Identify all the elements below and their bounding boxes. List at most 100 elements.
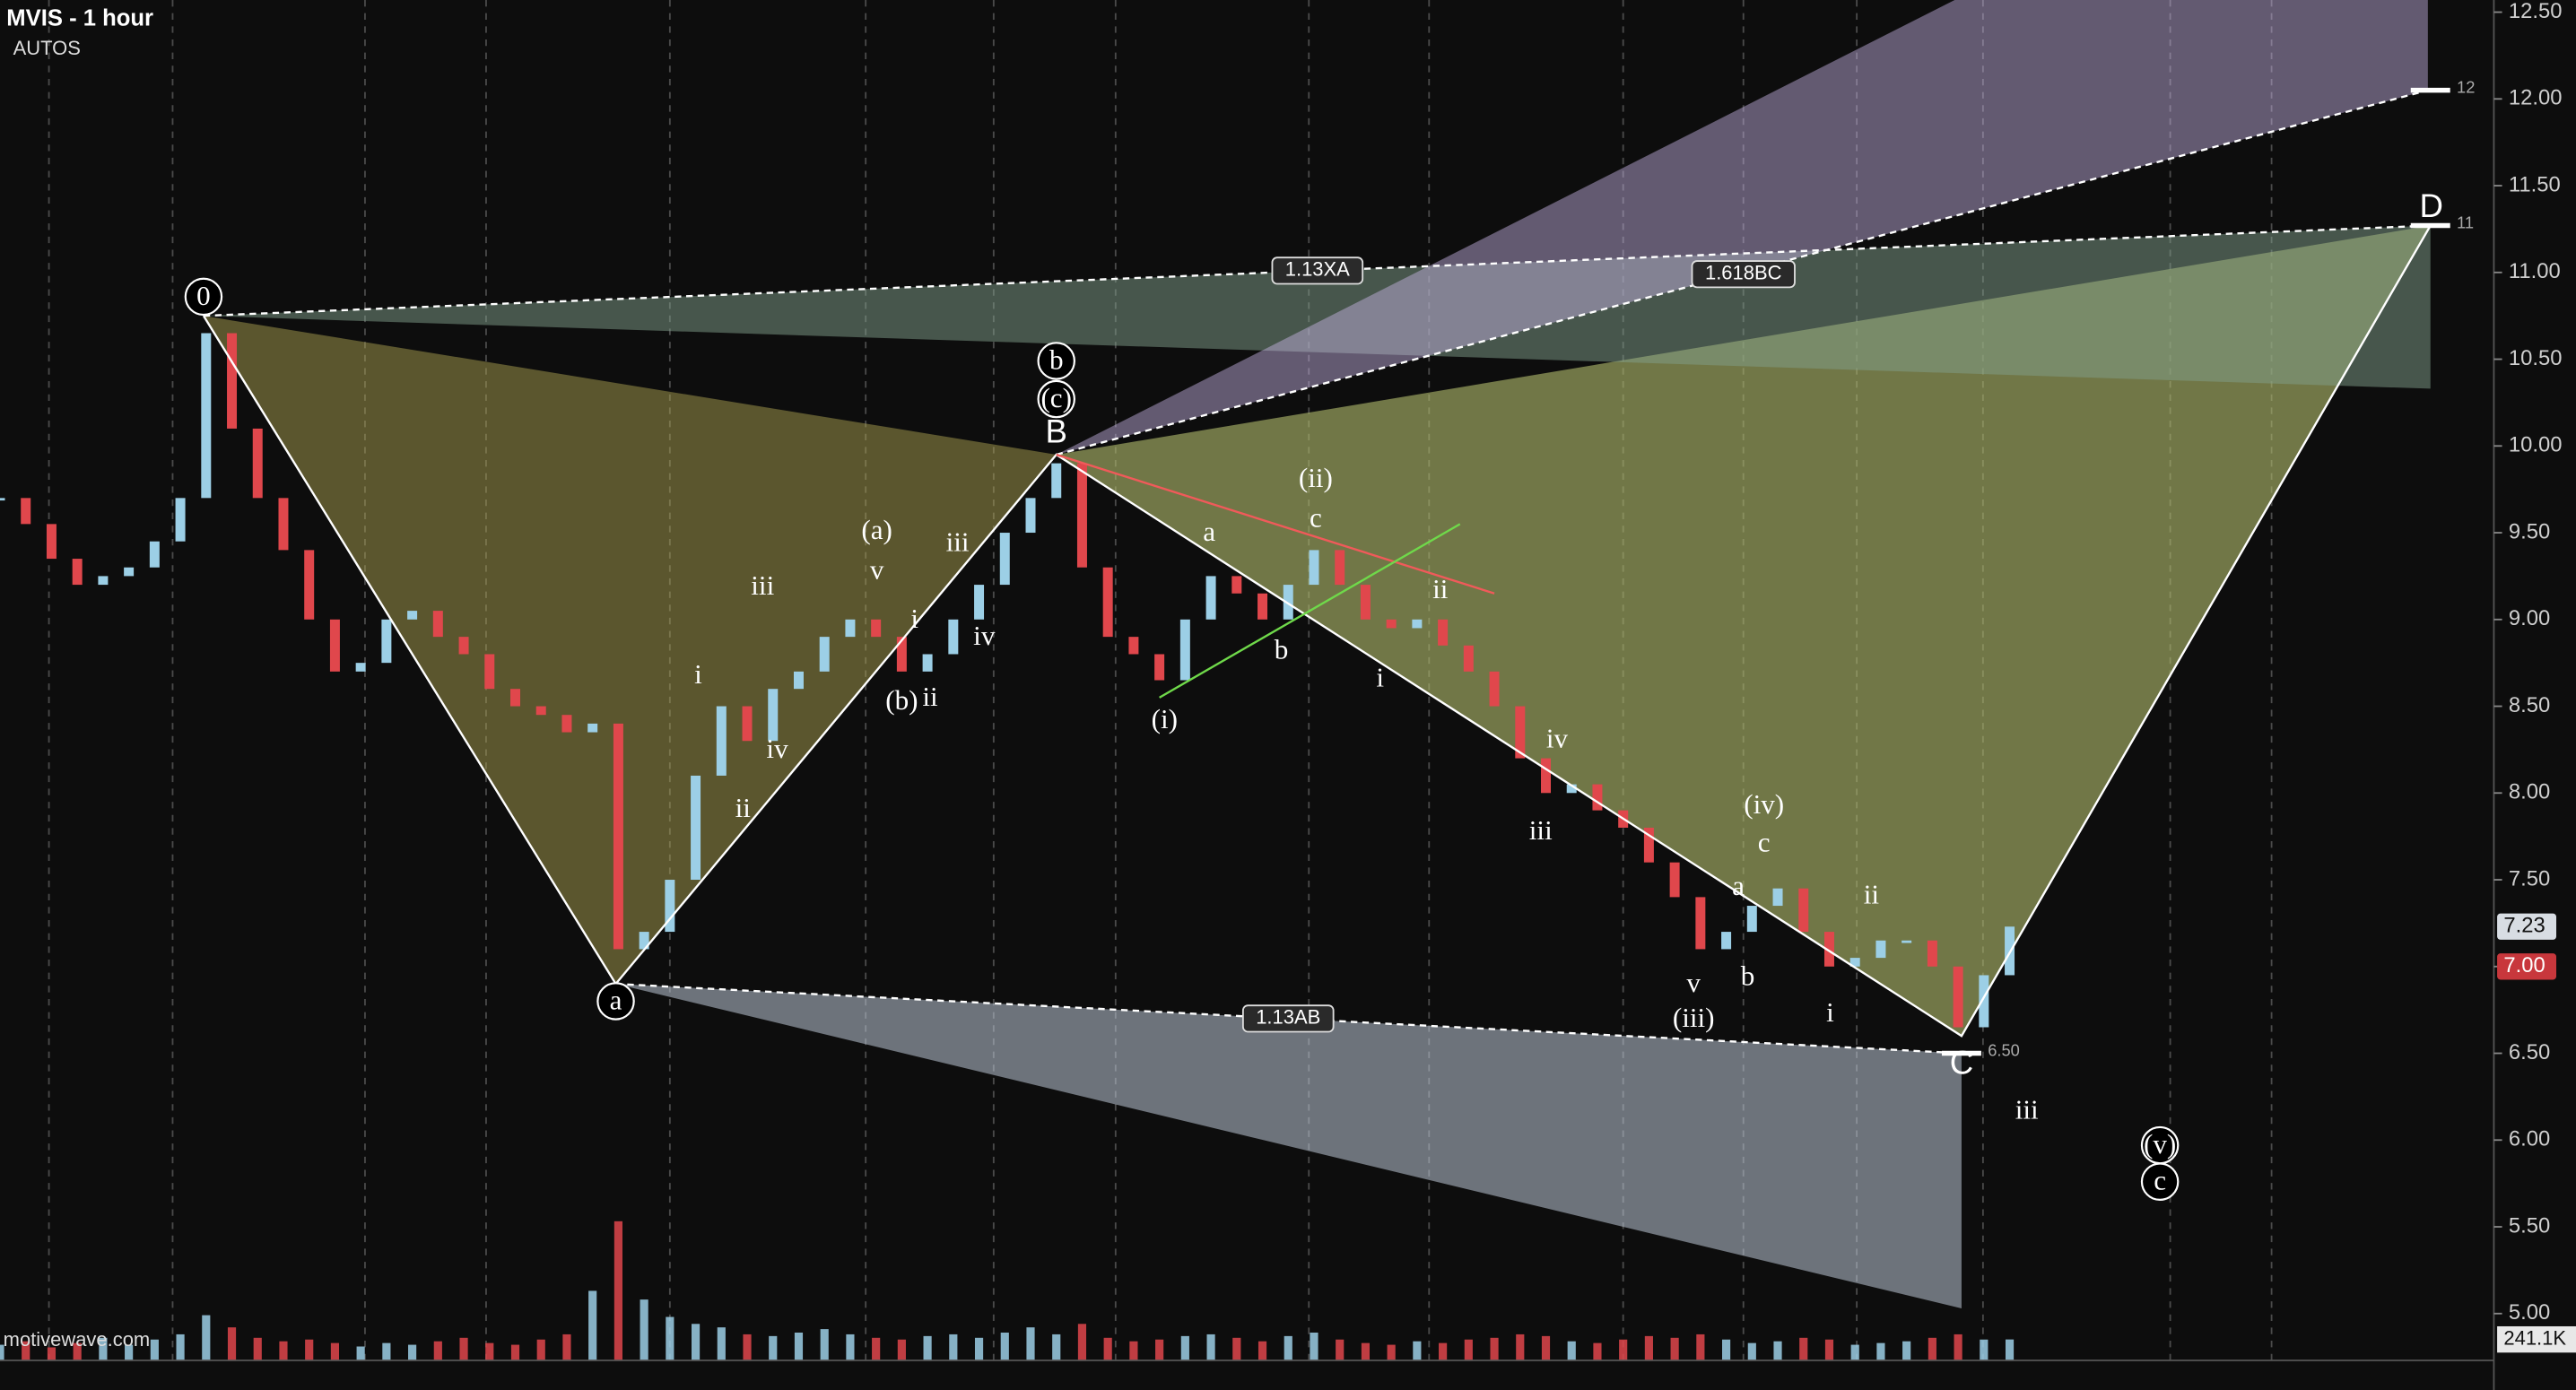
y-tick-label: 11.00	[2509, 259, 2561, 283]
candle	[98, 576, 109, 586]
volume-bar	[459, 1337, 468, 1361]
candle	[819, 637, 830, 672]
volume-bar	[1361, 1342, 1371, 1361]
watermark: motivewave.com	[4, 1328, 151, 1351]
volume-bar	[1747, 1342, 1756, 1361]
volume-bar	[1567, 1341, 1576, 1361]
candle	[845, 619, 856, 638]
candle	[1179, 619, 1190, 681]
wave-circle	[1037, 342, 1075, 380]
volume-bar	[125, 1344, 134, 1361]
wave-label: iii	[1529, 814, 1553, 846]
level-label: 12	[2457, 78, 2475, 97]
wave-label: v	[1686, 967, 1701, 998]
line-layer	[202, 87, 2450, 1056]
candle	[1875, 940, 1886, 959]
volume-bar	[1721, 1339, 1731, 1361]
candle	[1051, 463, 1062, 499]
y-tick-label: 9.50	[2509, 519, 2550, 543]
candle	[1309, 550, 1319, 586]
wave-label: (a)	[861, 514, 892, 545]
x-axis-band	[0, 1360, 2576, 1390]
y-tick-label: 7.50	[2509, 866, 2550, 890]
wave-label: i	[910, 603, 918, 634]
volume-label: 241.1K	[2503, 1326, 2566, 1349]
wave-label: (c)	[1040, 382, 1072, 413]
wave-label: (b)	[885, 684, 918, 716]
candle	[1076, 463, 1087, 568]
volume-bar	[1000, 1332, 1009, 1361]
candle	[252, 428, 263, 499]
wave-label: iv	[973, 620, 996, 651]
candle	[484, 654, 495, 690]
candle	[1849, 958, 1860, 967]
volume-bar	[99, 1337, 108, 1361]
candle	[1927, 940, 1937, 967]
candle	[1154, 654, 1165, 681]
wave-label: b	[1049, 343, 1064, 375]
volume-label-box	[2497, 1325, 2576, 1353]
volume-bar	[176, 1334, 185, 1361]
candle	[974, 585, 985, 620]
ratio-label: 1.13XA	[1285, 258, 1350, 281]
pattern-fill	[1056, 0, 2428, 455]
volume-bar	[1052, 1334, 1061, 1361]
ratio-box	[1691, 260, 1796, 289]
candle	[999, 533, 1010, 586]
candle	[1515, 706, 1526, 759]
wave-circle	[184, 277, 223, 317]
y-tick-label: 6.00	[2509, 1127, 2550, 1151]
wave-label: iii	[2015, 1093, 2039, 1125]
volume-bar	[1206, 1334, 1215, 1361]
volume-bar	[279, 1341, 288, 1361]
y-tick-label: 12.00	[2509, 86, 2563, 110]
candle	[896, 637, 907, 672]
volume-bar	[1980, 1339, 1989, 1361]
wave-label: a	[610, 984, 622, 1015]
pattern-fill	[615, 984, 1962, 1308]
volume-bar	[1336, 1339, 1345, 1361]
ratio-label: 1.618BC	[1705, 262, 1782, 284]
candle	[587, 723, 598, 733]
wave-label: a	[1732, 870, 1745, 901]
level-label: 11	[2457, 213, 2474, 232]
y-tick-label: 12.50	[2509, 0, 2563, 23]
volume-bar	[408, 1344, 417, 1361]
wave-label: i	[1376, 662, 1384, 693]
volume-bar	[356, 1346, 365, 1361]
point-label: C	[1950, 1045, 1973, 1082]
y-tick-label: 10.00	[2509, 433, 2563, 457]
volume-bar	[1824, 1339, 1834, 1361]
wave-label: (iii)	[1673, 1002, 1715, 1033]
candle	[458, 637, 469, 655]
y-tick-label: 5.50	[2509, 1213, 2550, 1238]
candle	[613, 723, 623, 950]
candle	[1592, 784, 1603, 811]
y-tick-label: 8.50	[2509, 693, 2550, 717]
y-tick-label: 10.50	[2509, 346, 2563, 370]
wave-label: ii	[922, 681, 938, 712]
volume-bar	[1155, 1339, 1164, 1361]
candle	[1025, 498, 1036, 534]
volume-bar	[1310, 1332, 1318, 1361]
wave-label: ii	[1864, 879, 1880, 910]
volume-bar	[872, 1337, 881, 1361]
candle	[665, 880, 675, 933]
candle	[1489, 671, 1500, 707]
wave-circle	[1037, 379, 1075, 419]
volume-bar	[1180, 1335, 1189, 1361]
volume-bar	[1464, 1339, 1473, 1361]
point-label: D	[2419, 187, 2442, 224]
candle	[72, 559, 83, 586]
candle	[1695, 897, 1706, 950]
volume-bar	[1876, 1342, 1885, 1361]
volume-bar	[1644, 1335, 1653, 1361]
candle	[1798, 888, 1809, 933]
candle	[1746, 906, 1757, 933]
volume-layer	[0, 1221, 2015, 1361]
candle	[922, 654, 933, 672]
candle	[1721, 932, 1732, 950]
wave-label: i	[694, 658, 702, 690]
